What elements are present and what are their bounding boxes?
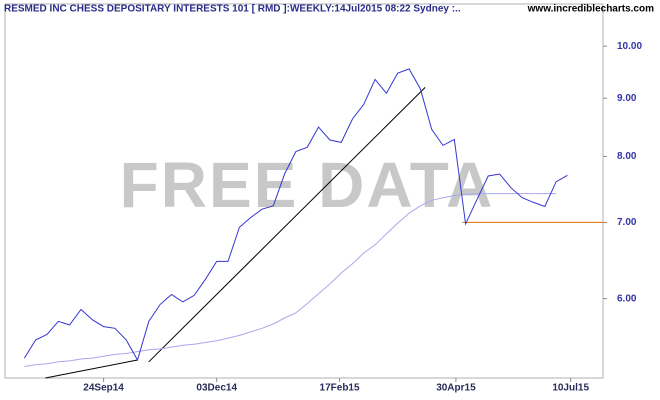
series-line [24,193,557,367]
y-tick-label: 9.00 [617,93,637,104]
trend-line [45,359,138,379]
y-tick-label: 10.00 [617,41,642,52]
x-tick-label: 30Apr15 [436,383,476,394]
y-tick-label: 8.00 [617,151,637,162]
source: www.incrediblecharts.com [527,4,654,15]
trend-line [148,87,426,363]
chart-title: RESMED INC CHESS DEPOSITARY INTERESTS 10… [4,4,461,15]
plot-area [4,3,604,379]
series-line [23,68,568,362]
x-tick-label: 10Jul15 [552,383,589,394]
y-tick-label: 7.00 [617,217,637,228]
x-tick-label: 03Dec14 [196,383,237,394]
watermark: FREE DATA [120,149,495,221]
x-tick-label: 17Feb15 [320,383,360,394]
x-tick-label: 24Sep14 [83,383,124,394]
y-tick-label: 6.00 [617,293,637,304]
